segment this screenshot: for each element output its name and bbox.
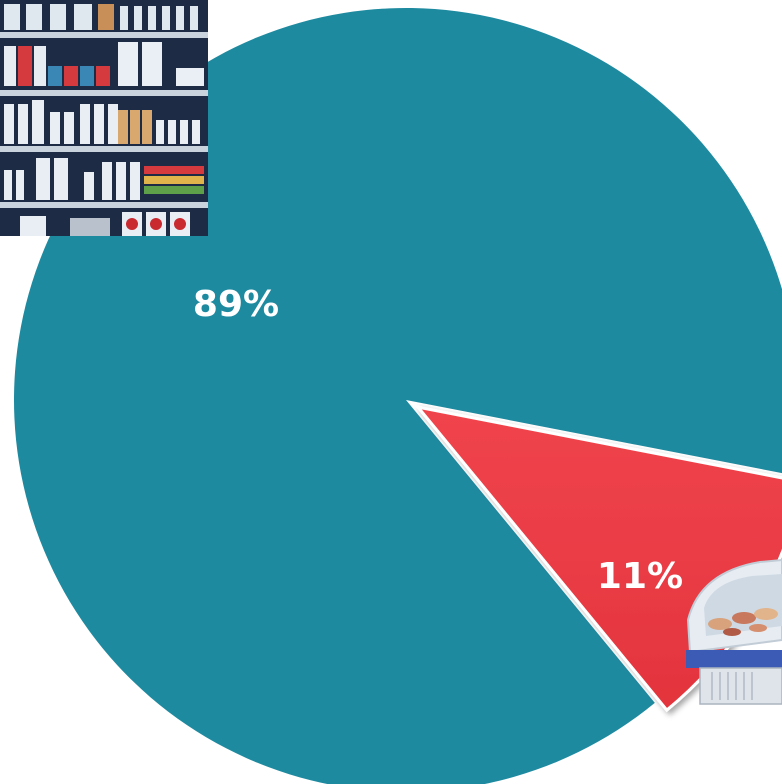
display-case-image	[686, 558, 782, 705]
slice-label-11: 11%	[597, 556, 683, 597]
slice-label-89: 89%	[193, 284, 279, 325]
grocery-shelves-image	[0, 0, 208, 236]
